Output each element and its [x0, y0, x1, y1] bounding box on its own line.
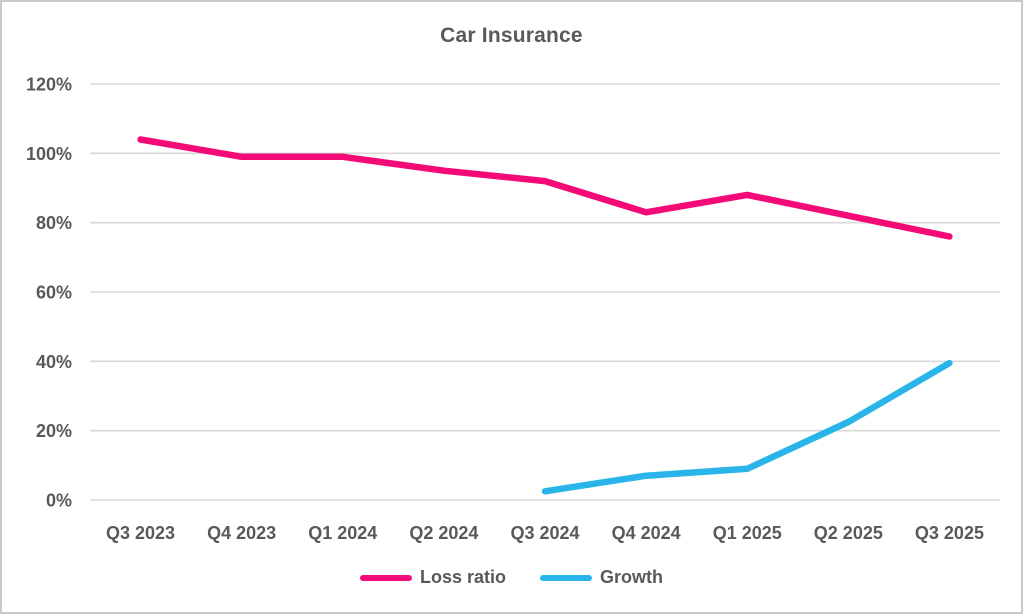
series-line-growth	[541, 359, 953, 495]
y-axis-tick-label: 120%	[26, 75, 72, 95]
y-axis-tick-label: 60%	[36, 283, 72, 303]
x-axis-tick-label: Q2 2024	[409, 523, 478, 543]
y-axis-tick-label: 100%	[26, 144, 72, 164]
x-axis-tick-label: Q3 2023	[106, 523, 175, 543]
x-axis-tick-label: Q1 2024	[308, 523, 377, 543]
x-axis-tick-label: Q1 2025	[713, 523, 782, 543]
y-axis-tick-label: 20%	[36, 421, 72, 441]
x-axis-tick-label: Q2 2025	[814, 523, 883, 543]
legend-item-loss-ratio: Loss ratio	[359, 567, 507, 588]
chart-title: Car Insurance	[440, 24, 583, 47]
x-axis-tick-label: Q4 2023	[207, 523, 276, 543]
y-axis-tick-label: 0%	[46, 491, 72, 511]
x-axis-tick-label: Q3 2025	[915, 523, 984, 543]
series-line-loss-ratio	[137, 136, 953, 240]
y-axis-tick-label: 40%	[36, 352, 72, 372]
legend-label: Growth	[600, 567, 664, 587]
legend-label: Loss ratio	[419, 567, 507, 587]
legend: Loss ratio Growth	[2, 567, 1021, 588]
legend-item-growth: Growth	[540, 567, 663, 588]
y-axis-tick-label: 80%	[36, 213, 72, 233]
legend-swatch-icon	[359, 574, 412, 581]
x-axis-tick-label: Q4 2024	[612, 523, 681, 543]
legend-swatch-icon	[540, 574, 593, 581]
x-axis-tick-label: Q3 2024	[510, 523, 579, 543]
